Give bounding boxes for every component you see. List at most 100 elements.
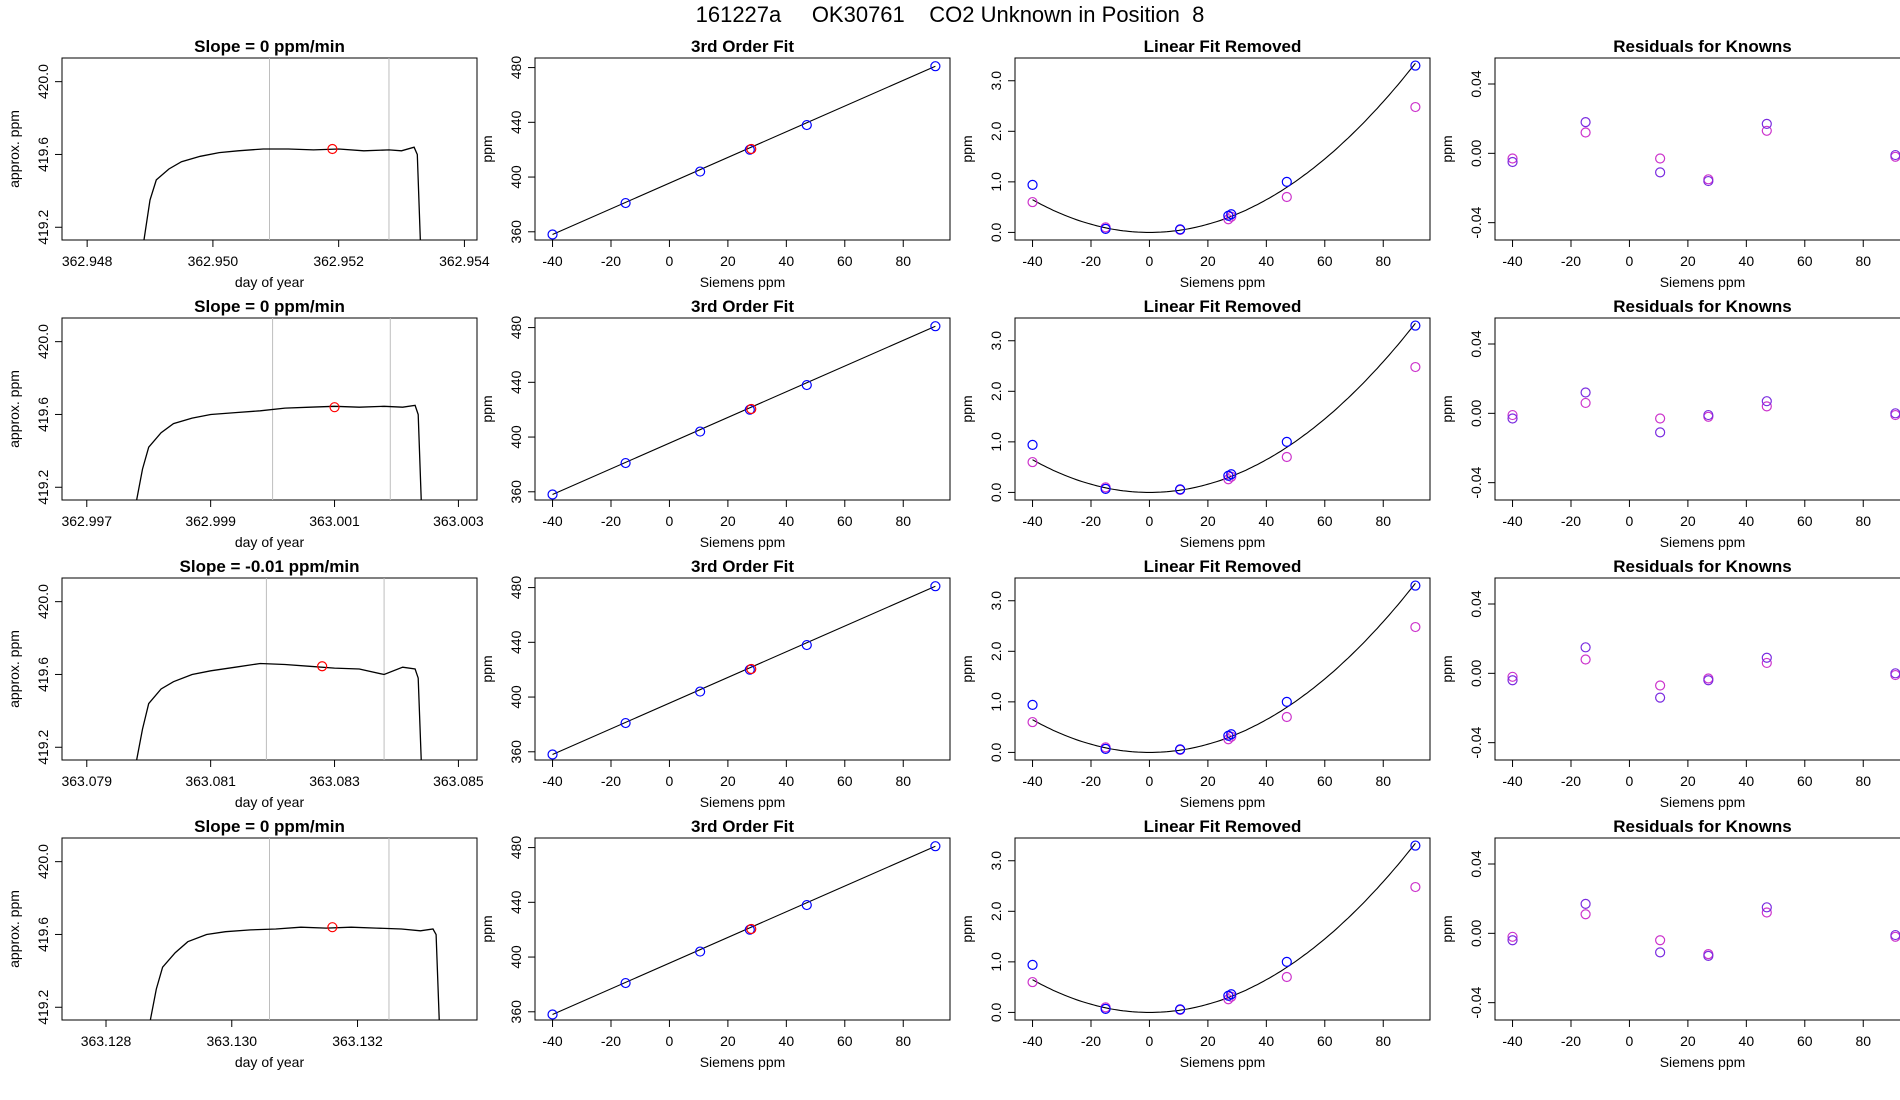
data-point-blue: [695, 166, 706, 177]
y-axis-label: ppm: [959, 395, 975, 422]
x-axis-label: Siemens ppm: [1660, 794, 1746, 810]
chart-panel-2-3: Residuals for Knowns Siemens ppm ppm -40 -20…: [1439, 557, 1900, 810]
y-tick-label: 440: [508, 630, 524, 654]
concentration-trace: [135, 404, 422, 500]
y-axis-label: approx. ppm: [6, 890, 22, 968]
x-axis-label: day of year: [235, 1054, 305, 1070]
plot-area: [1507, 387, 1900, 438]
y-tick-label: 440: [508, 890, 524, 914]
data-point-blue: [1703, 409, 1714, 421]
data-point-blue: [695, 426, 706, 437]
x-tick-label: 0: [666, 513, 674, 529]
x-tick-label: 40: [1259, 513, 1275, 529]
data-point-blue: [801, 899, 812, 911]
x-tick-label: 40: [1259, 253, 1275, 269]
x-tick-label: 60: [1317, 773, 1333, 789]
x-tick-label: 0: [1146, 513, 1154, 529]
x-tick-label: 20: [1680, 253, 1696, 269]
data-point-blue: [1027, 699, 1038, 710]
data-point-blue: [1761, 118, 1772, 129]
data-point-blue: [1100, 483, 1111, 494]
x-tick-label: -20: [1561, 773, 1581, 789]
chart-panel-3-1: 3rd Order Fit Siemens ppm ppm -40 -20 0 20 40 60…: [479, 817, 951, 1070]
y-tick-label: 0.0: [988, 482, 1004, 502]
x-tick-label: -40: [1022, 513, 1042, 529]
y-tick-label: 0.0: [988, 222, 1004, 242]
y-tick-label: 0.0: [988, 742, 1004, 762]
chart-panel-0-2: Linear Fit Removed Siemens ppm ppm -40 -20 0 2…: [959, 37, 1431, 290]
plot-frame: [1494, 317, 1900, 501]
mean-marker: [327, 143, 338, 155]
x-tick-label: 60: [1797, 1033, 1813, 1049]
data-point-magenta: [1655, 413, 1666, 424]
data-point-blue: [1761, 396, 1772, 407]
x-tick-label: 20: [1680, 513, 1696, 529]
data-point-blue: [1281, 956, 1292, 967]
x-tick-label: 40: [1739, 513, 1755, 529]
data-point-blue: [1410, 580, 1421, 591]
fit-line: [552, 65, 936, 236]
x-tick-label: 362.997: [61, 513, 112, 529]
x-tick-label: 80: [1855, 1033, 1871, 1049]
data-point-blue: [620, 197, 631, 209]
data-point-magenta: [1507, 931, 1518, 942]
data-point-red: [746, 143, 757, 155]
plot-frame: [1494, 57, 1900, 241]
data-point-magenta: [1580, 397, 1591, 409]
chart-panel-1-2: Linear Fit Removed Siemens ppm ppm -40 -20 0 2…: [959, 297, 1431, 550]
y-tick-label: 480: [508, 576, 524, 600]
y-tick-label: 3.0: [988, 591, 1004, 611]
x-tick-label: 20: [720, 513, 736, 529]
x-tick-label: 80: [1375, 1033, 1391, 1049]
x-tick-label: 80: [1375, 253, 1391, 269]
y-tick-label: 400: [508, 165, 524, 189]
data-point-blue: [1580, 898, 1591, 909]
plot-area: [143, 58, 421, 240]
data-point-magenta: [1281, 191, 1292, 203]
y-tick-label: 1.0: [988, 692, 1004, 712]
data-point-blue: [1580, 387, 1591, 398]
plot-area: [547, 841, 941, 1020]
data-point-magenta: [1655, 935, 1666, 946]
data-point-blue: [801, 119, 812, 131]
chart-panel-1-0: Slope = 0 ppm/min day of year approx. ppm 3…: [6, 297, 484, 550]
x-tick-label: 60: [837, 773, 853, 789]
x-tick-label: 363.001: [309, 513, 360, 529]
chart-title: Residuals for Knowns: [1613, 817, 1792, 836]
chart-title: Slope = 0 ppm/min: [194, 817, 345, 836]
chart-title: 3rd Order Fit: [691, 817, 794, 836]
plot-area: [135, 578, 422, 760]
plot-frame: [1014, 57, 1431, 241]
concentration-trace: [135, 662, 422, 760]
data-point-blue: [547, 1009, 558, 1020]
x-axis-label: Siemens ppm: [1180, 534, 1266, 550]
y-tick-label: 2.0: [988, 641, 1004, 661]
y-axis-label: ppm: [959, 655, 975, 682]
quadratic-fit-curve: [1032, 62, 1416, 233]
x-tick-label: 80: [895, 253, 911, 269]
x-tick-label: -20: [601, 1033, 621, 1049]
data-point-blue: [1175, 744, 1186, 755]
fit-line: [552, 325, 936, 496]
x-tick-label: 80: [895, 513, 911, 529]
y-tick-label: 360: [508, 740, 524, 764]
data-point-magenta: [1410, 621, 1421, 633]
x-tick-label: 60: [1317, 513, 1333, 529]
data-point-magenta: [1580, 654, 1591, 665]
plot-frame: [534, 57, 951, 241]
plot-frame: [534, 837, 951, 1021]
y-tick-label: 2.0: [988, 121, 1004, 141]
x-axis-label: Siemens ppm: [1180, 794, 1266, 810]
x-tick-label: 0: [666, 1033, 674, 1049]
x-tick-label: -40: [1502, 1033, 1522, 1049]
x-tick-label: 60: [1797, 773, 1813, 789]
data-point-magenta: [1761, 657, 1772, 669]
plot-frame: [1494, 577, 1900, 761]
x-tick-label: 40: [1259, 1033, 1275, 1049]
x-tick-label: 40: [779, 253, 795, 269]
data-point-blue: [1507, 413, 1518, 424]
quadratic-fit-curve: [1032, 582, 1416, 753]
x-tick-label: -40: [542, 773, 562, 789]
y-tick-label: 360: [508, 220, 524, 244]
x-tick-label: 20: [1200, 773, 1216, 789]
